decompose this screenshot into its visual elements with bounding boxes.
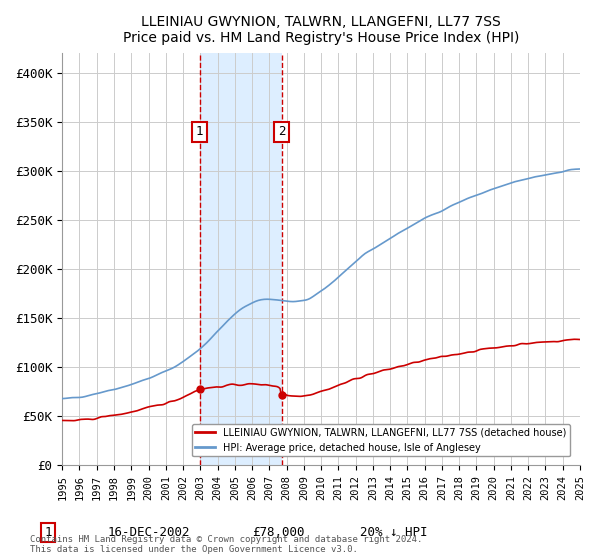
- Text: 1: 1: [196, 125, 203, 138]
- LLEINIAU GWYNION, TALWRN, LLANGEFNI, LL77 7SS (detached house): [549, 338, 556, 345]
- Title: LLEINIAU GWYNION, TALWRN, LLANGEFNI, LL77 7SS
Price paid vs. HM Land Registry's : LLEINIAU GWYNION, TALWRN, LLANGEFNI, LL7…: [123, 15, 519, 45]
- Text: 20% ↓ HPI: 20% ↓ HPI: [360, 526, 427, 539]
- LLEINIAU GWYNION, TALWRN, LLANGEFNI, LL77 7SS (detached house): [577, 336, 584, 343]
- Text: 2: 2: [278, 125, 286, 138]
- LLEINIAU GWYNION, TALWRN, LLANGEFNI, LL77 7SS (detached house): [59, 417, 66, 424]
- LLEINIAU GWYNION, TALWRN, LLANGEFNI, LL77 7SS (detached house): [287, 393, 294, 399]
- Bar: [200, 53, 282, 465]
- Line: HPI: Average price, detached house, Isle of Anglesey: HPI: Average price, detached house, Isle…: [62, 169, 580, 399]
- Line: LLEINIAU GWYNION, TALWRN, LLANGEFNI, LL77 7SS (detached house): LLEINIAU GWYNION, TALWRN, LLANGEFNI, LL7…: [62, 339, 580, 421]
- HPI: Average price, detached house, Isle of Anglesey: (2.02e+03, 2.97e+05): Average price, detached house, Isle of A…: [548, 170, 555, 177]
- HPI: Average price, detached house, Isle of Anglesey: (2.02e+03, 3.02e+05): Average price, detached house, Isle of A…: [577, 166, 584, 172]
- HPI: Average price, detached house, Isle of Anglesey: (2e+03, 8.07e+04): Average price, detached house, Isle of A…: [122, 383, 129, 390]
- LLEINIAU GWYNION, TALWRN, LLANGEFNI, LL77 7SS (detached house): [241, 381, 248, 388]
- Legend: LLEINIAU GWYNION, TALWRN, LLANGEFNI, LL77 7SS (detached house), HPI: Average pri: LLEINIAU GWYNION, TALWRN, LLANGEFNI, LL7…: [191, 424, 570, 456]
- Text: Contains HM Land Registry data © Crown copyright and database right 2024.
This d: Contains HM Land Registry data © Crown c…: [30, 535, 422, 554]
- LLEINIAU GWYNION, TALWRN, LLANGEFNI, LL77 7SS (detached house): [571, 336, 578, 343]
- HPI: Average price, detached house, Isle of Anglesey: (2e+03, 6.81e+04): Average price, detached house, Isle of A…: [59, 395, 66, 402]
- HPI: Average price, detached house, Isle of Anglesey: (2e+03, 1.53e+05): Average price, detached house, Isle of A…: [230, 311, 238, 318]
- Text: 16-DEC-2002: 16-DEC-2002: [108, 526, 191, 539]
- HPI: Average price, detached house, Isle of Anglesey: (2e+03, 1.36e+05): Average price, detached house, Isle of A…: [213, 329, 220, 335]
- HPI: Average price, detached house, Isle of Anglesey: (2.01e+03, 1.67e+05): Average price, detached house, Isle of A…: [285, 298, 292, 305]
- LLEINIAU GWYNION, TALWRN, LLANGEFNI, LL77 7SS (detached house): [232, 381, 239, 388]
- LLEINIAU GWYNION, TALWRN, LLANGEFNI, LL77 7SS (detached house): [124, 410, 131, 417]
- LLEINIAU GWYNION, TALWRN, LLANGEFNI, LL77 7SS (detached house): [69, 417, 76, 424]
- HPI: Average price, detached house, Isle of Anglesey: (2.01e+03, 1.6e+05): Average price, detached house, Isle of A…: [239, 305, 246, 311]
- LLEINIAU GWYNION, TALWRN, LLANGEFNI, LL77 7SS (detached house): [214, 384, 221, 390]
- Text: £78,000: £78,000: [252, 526, 305, 539]
- Text: 1: 1: [44, 526, 52, 539]
